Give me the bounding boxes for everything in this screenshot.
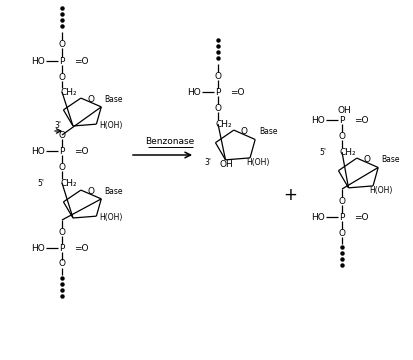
Text: Benzonase: Benzonase: [145, 136, 195, 145]
Text: O: O: [59, 260, 66, 269]
Text: CH₂: CH₂: [216, 120, 233, 129]
Text: HO: HO: [31, 147, 45, 156]
Text: H(OH): H(OH): [246, 158, 270, 166]
Text: H(OH): H(OH): [99, 121, 123, 130]
Text: P: P: [59, 57, 65, 66]
Text: O: O: [240, 126, 247, 135]
Text: O: O: [59, 40, 66, 49]
Text: =O: =O: [354, 116, 368, 125]
Text: P: P: [339, 116, 345, 125]
Text: +: +: [283, 186, 297, 204]
Text: O: O: [339, 131, 346, 140]
Text: Base: Base: [382, 154, 400, 163]
Text: =O: =O: [354, 212, 368, 221]
Text: HO: HO: [31, 57, 45, 66]
Text: =O: =O: [74, 57, 88, 66]
Text: O: O: [363, 154, 370, 163]
Text: OH: OH: [337, 105, 351, 114]
Text: 3': 3': [55, 121, 62, 130]
Text: HO: HO: [311, 116, 325, 125]
Text: HO: HO: [187, 87, 201, 96]
Text: 5': 5': [319, 148, 326, 157]
Text: O: O: [59, 228, 66, 237]
Text: OH: OH: [219, 159, 233, 168]
Text: CH₂: CH₂: [60, 87, 77, 96]
Text: O: O: [88, 186, 95, 195]
Text: P: P: [59, 147, 65, 156]
Text: O: O: [59, 131, 66, 140]
Text: O: O: [339, 197, 346, 206]
Text: H(OH): H(OH): [369, 185, 393, 194]
Text: O: O: [339, 229, 346, 238]
Text: CH₂: CH₂: [340, 148, 356, 157]
Text: CH₂: CH₂: [60, 179, 77, 188]
Text: O: O: [59, 72, 66, 81]
Text: 5': 5': [37, 179, 44, 188]
Text: =O: =O: [74, 147, 88, 156]
Text: HO: HO: [31, 243, 45, 252]
Text: O: O: [214, 72, 221, 81]
Text: O: O: [214, 104, 221, 113]
Text: P: P: [339, 212, 345, 221]
Text: Base: Base: [104, 186, 122, 195]
Text: O: O: [59, 162, 66, 171]
Text: =O: =O: [74, 243, 88, 252]
Text: P: P: [59, 243, 65, 252]
Text: 3': 3': [204, 158, 211, 166]
Text: Base: Base: [104, 95, 122, 104]
Text: HO: HO: [311, 212, 325, 221]
Text: H(OH): H(OH): [99, 212, 123, 221]
Text: =O: =O: [230, 87, 244, 96]
Text: O: O: [88, 95, 95, 104]
Text: P: P: [215, 87, 221, 96]
Text: Base: Base: [259, 126, 277, 135]
